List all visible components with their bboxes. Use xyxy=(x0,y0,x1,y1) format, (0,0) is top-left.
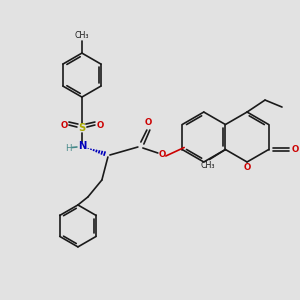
Text: O: O xyxy=(158,151,166,160)
Text: CH₃: CH₃ xyxy=(200,161,215,170)
Text: O: O xyxy=(96,121,103,130)
Text: O: O xyxy=(144,118,152,127)
Text: O: O xyxy=(243,163,251,172)
Text: O: O xyxy=(60,121,68,130)
Text: S: S xyxy=(78,123,85,133)
Text: O: O xyxy=(292,145,299,154)
Text: H: H xyxy=(65,143,71,152)
Text: N: N xyxy=(78,141,86,151)
Text: CH₃: CH₃ xyxy=(75,31,89,40)
